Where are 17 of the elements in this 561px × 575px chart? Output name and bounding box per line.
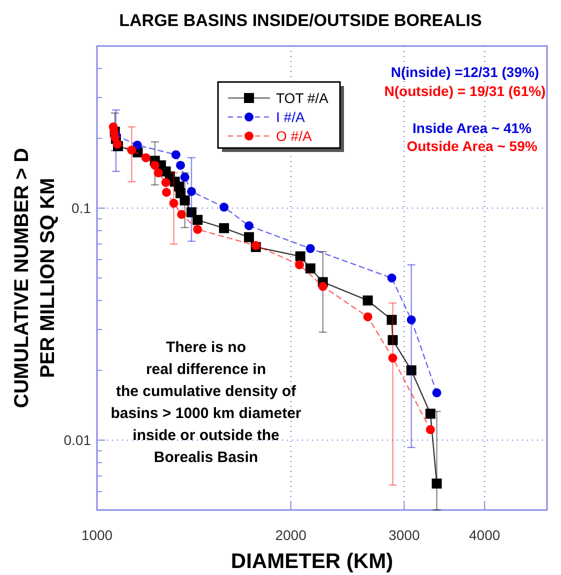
annotation: Outside Area ~ 59% (406, 138, 538, 154)
annotation: There is no real difference in the cumulative density of basins > 1000 km diameter inside or outside the Borealis Basin (110, 339, 302, 466)
annotation: N(outside) = 19/31 (61%) (384, 83, 546, 99)
legend-label: I #/A (276, 108, 306, 125)
annotation: N(inside) =12/31 (39%) (390, 64, 540, 80)
x-tick-label: 2000 (275, 527, 307, 543)
legend-label: O #/A (276, 128, 312, 144)
annotation: Inside Area ~ 41% (412, 120, 532, 136)
y-axis-title: CUMULATIVE NUMBER > D PER MILLION SQ KM (11, 148, 59, 408)
x-axis-title: DIAMETER (KM) (230, 550, 394, 573)
chart-title: LARGE BASINS INSIDE/OUTSIDE BOREALIS (119, 11, 482, 30)
x-tick-label: 4000 (469, 527, 500, 543)
y-tick-label: 0.1 (72, 200, 92, 216)
y-tick-label: 0.01 (64, 432, 92, 448)
x-tick-label: 3000 (388, 527, 420, 543)
x-tick-label: 1000 (81, 527, 113, 543)
legend-label: TOT #/A (276, 90, 330, 106)
